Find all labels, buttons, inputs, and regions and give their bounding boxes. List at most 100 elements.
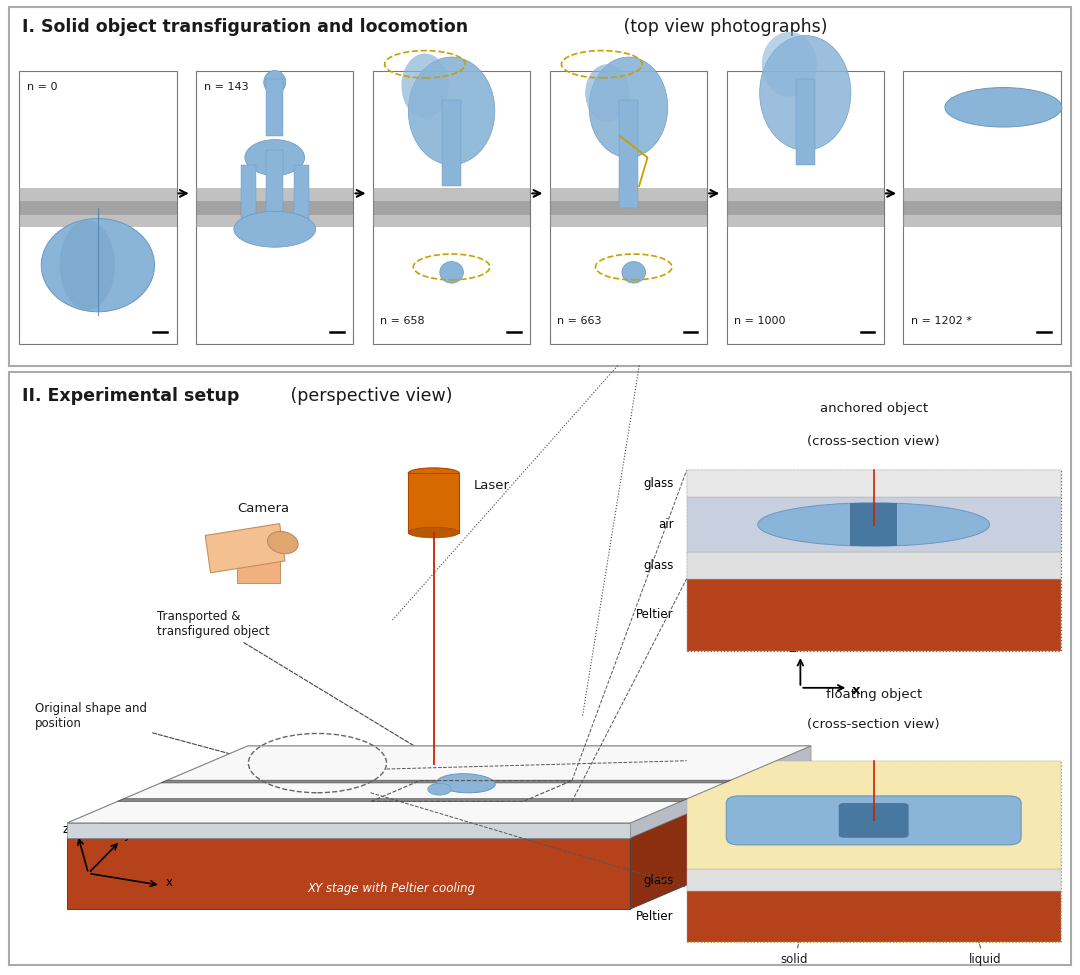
Bar xyxy=(687,760,1061,942)
Text: x: x xyxy=(851,683,860,697)
Text: z: z xyxy=(788,643,796,655)
Ellipse shape xyxy=(408,468,459,479)
Circle shape xyxy=(945,88,1062,127)
Bar xyxy=(727,71,883,344)
Bar xyxy=(442,100,461,186)
Bar xyxy=(373,71,530,344)
Text: x: x xyxy=(166,877,173,889)
Text: y: y xyxy=(123,828,131,840)
Polygon shape xyxy=(631,746,811,838)
FancyBboxPatch shape xyxy=(726,796,1021,845)
Text: (top view photographs): (top view photographs) xyxy=(618,18,827,36)
Text: glass: glass xyxy=(644,874,674,886)
Bar xyxy=(850,503,897,546)
Text: glass: glass xyxy=(644,478,674,490)
Bar xyxy=(238,558,280,583)
Bar xyxy=(19,201,176,214)
Ellipse shape xyxy=(622,261,646,283)
Ellipse shape xyxy=(41,218,154,312)
Text: n = 0: n = 0 xyxy=(27,82,57,93)
Text: glass: glass xyxy=(644,559,674,571)
Ellipse shape xyxy=(402,54,448,118)
Polygon shape xyxy=(161,780,730,783)
Text: Transported &
transfigured object: Transported & transfigured object xyxy=(158,610,462,775)
Text: solid: solid xyxy=(781,841,826,966)
Ellipse shape xyxy=(268,531,298,554)
Text: Laser: Laser xyxy=(474,479,510,491)
Bar xyxy=(373,201,530,214)
Text: air: air xyxy=(659,518,674,531)
Polygon shape xyxy=(205,524,285,573)
Polygon shape xyxy=(631,760,811,909)
FancyBboxPatch shape xyxy=(408,473,459,532)
Text: z: z xyxy=(63,823,69,836)
Bar xyxy=(796,79,814,165)
Bar xyxy=(19,188,176,227)
Polygon shape xyxy=(118,799,687,801)
Ellipse shape xyxy=(759,35,851,150)
Bar xyxy=(197,188,353,227)
Bar xyxy=(267,79,283,136)
Text: n = 143: n = 143 xyxy=(203,82,248,93)
Ellipse shape xyxy=(408,527,459,538)
Text: Camera: Camera xyxy=(238,502,289,515)
Bar xyxy=(687,470,1061,651)
Text: I. Solid object transfiguration and locomotion: I. Solid object transfiguration and loco… xyxy=(23,18,469,36)
Text: floating object: floating object xyxy=(825,688,922,701)
Ellipse shape xyxy=(59,220,114,310)
Text: glycerol: glycerol xyxy=(627,808,674,822)
Ellipse shape xyxy=(758,503,989,546)
Ellipse shape xyxy=(245,139,305,176)
Ellipse shape xyxy=(589,58,667,158)
Bar xyxy=(550,71,707,344)
Bar xyxy=(619,100,638,208)
Bar xyxy=(550,188,707,227)
Polygon shape xyxy=(67,823,631,838)
Text: XY stage with Peltier cooling: XY stage with Peltier cooling xyxy=(307,881,475,895)
Bar xyxy=(687,579,1061,651)
Text: (cross-section view): (cross-section view) xyxy=(808,435,940,448)
Bar xyxy=(727,188,883,227)
Ellipse shape xyxy=(437,774,496,793)
Text: II. Experimental setup: II. Experimental setup xyxy=(23,387,240,406)
Ellipse shape xyxy=(428,783,451,796)
Bar xyxy=(373,188,530,227)
Text: n = 1000: n = 1000 xyxy=(734,316,785,327)
Bar xyxy=(687,497,1061,552)
Bar xyxy=(904,188,1061,227)
Ellipse shape xyxy=(408,58,495,165)
Bar xyxy=(687,870,1061,891)
Text: Peltier: Peltier xyxy=(636,608,674,621)
Bar xyxy=(197,71,353,344)
FancyBboxPatch shape xyxy=(839,803,908,838)
Text: Original shape and
position: Original shape and position xyxy=(36,702,260,763)
Bar xyxy=(687,891,1061,942)
Ellipse shape xyxy=(440,261,463,283)
Ellipse shape xyxy=(585,64,630,122)
Bar xyxy=(727,201,883,214)
Text: Peltier: Peltier xyxy=(636,910,674,922)
Bar xyxy=(904,201,1061,214)
Bar xyxy=(267,150,283,244)
Polygon shape xyxy=(67,760,811,838)
Bar xyxy=(687,470,1061,497)
Bar xyxy=(197,201,353,214)
Bar xyxy=(19,71,176,344)
Text: (cross-section view): (cross-section view) xyxy=(808,719,940,731)
Text: n = 1202 *: n = 1202 * xyxy=(910,316,972,327)
Bar xyxy=(904,71,1061,344)
Ellipse shape xyxy=(264,70,286,94)
Bar xyxy=(687,760,1061,870)
Ellipse shape xyxy=(761,32,816,97)
Bar xyxy=(241,165,256,237)
Text: (perspective view): (perspective view) xyxy=(285,387,453,406)
Bar xyxy=(550,201,707,214)
Polygon shape xyxy=(67,746,811,823)
Polygon shape xyxy=(67,838,631,909)
Text: liquid: liquid xyxy=(943,841,1001,966)
Text: n = 658: n = 658 xyxy=(380,316,426,327)
Text: anchored object: anchored object xyxy=(820,402,928,415)
Ellipse shape xyxy=(234,212,315,248)
Bar xyxy=(687,552,1061,579)
Polygon shape xyxy=(67,746,811,823)
